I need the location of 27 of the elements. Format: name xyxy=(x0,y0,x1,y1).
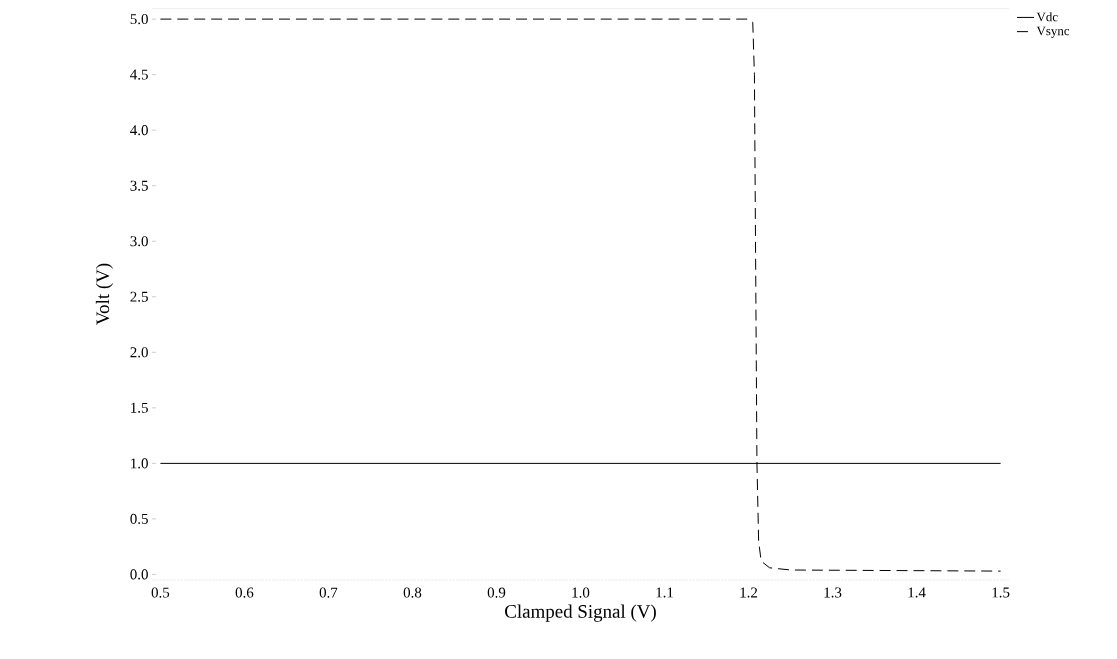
legend-label: Vdc xyxy=(1036,12,1058,22)
line-series xyxy=(159,18,1002,572)
y-axis-title: Volt (V) xyxy=(95,263,113,325)
x-tick-label: 1.4 xyxy=(908,587,926,598)
x-tick-label: 1.0 xyxy=(572,587,590,598)
y-tick-label: 5.0 xyxy=(130,14,148,25)
legend-label: Vsync xyxy=(1036,26,1070,38)
x-tick-label: 1.2 xyxy=(740,587,758,598)
x-tick-label: 0.5 xyxy=(151,587,170,598)
y-tick-label: 3.5 xyxy=(130,180,148,191)
x-tick-label: 0.9 xyxy=(487,587,506,598)
y-tick-label: 3.0 xyxy=(130,236,148,247)
x-tick-label: 1.5 xyxy=(992,587,1010,598)
y-tick-label: 4.0 xyxy=(130,125,148,136)
y-tick-label: 1.5 xyxy=(131,402,148,413)
x-tick-label: 0.7 xyxy=(319,587,338,598)
y-tick-label: 1.0 xyxy=(131,458,148,469)
y-tick-label: 4.5 xyxy=(130,69,148,80)
x-tick-label: 1.1 xyxy=(656,587,673,598)
y-tick-label: 2.5 xyxy=(130,291,148,302)
y-tick-label: 0.0 xyxy=(130,569,148,580)
x-tick-label: 1.3 xyxy=(824,587,842,598)
x-tick-label: 0.8 xyxy=(403,587,422,598)
y-tick-label: 0.5 xyxy=(130,513,148,524)
x-tick-label: 0.6 xyxy=(235,587,254,598)
x-axis-title: Clamped Signal (V) xyxy=(505,604,656,622)
y-tick-label: 2.0 xyxy=(130,347,148,358)
